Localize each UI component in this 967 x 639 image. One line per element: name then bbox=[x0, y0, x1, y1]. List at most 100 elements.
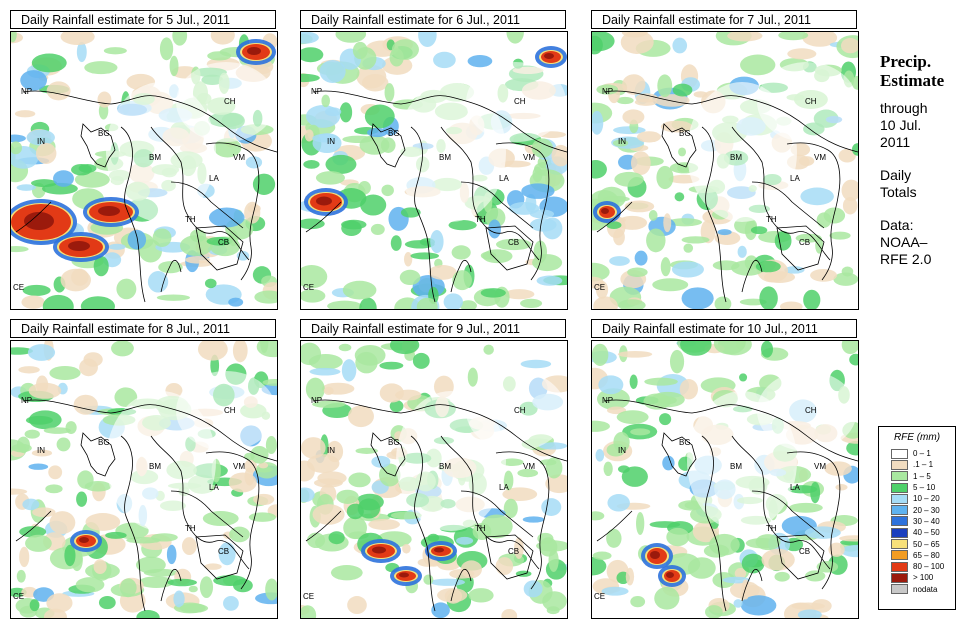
country-label: CH bbox=[514, 97, 526, 106]
legend-swatch bbox=[891, 505, 908, 516]
legend-swatch bbox=[891, 482, 908, 493]
country-label: IN bbox=[327, 446, 335, 455]
country-label: TH bbox=[185, 215, 196, 224]
totals-line2: Totals bbox=[880, 184, 917, 200]
through-text: through bbox=[880, 100, 928, 116]
rainfall-map: NP IN BG CH BM VM LA TH CB CE bbox=[300, 340, 568, 619]
legend-item: 30 – 40 bbox=[879, 516, 955, 527]
country-label: CH bbox=[224, 406, 236, 415]
country-label: NP bbox=[602, 87, 613, 96]
date-line1: 10 Jul. bbox=[880, 117, 922, 133]
panel-jul7: Daily Rainfall estimate for 7 Jul., 2011… bbox=[591, 10, 859, 310]
country-label: BG bbox=[98, 438, 110, 447]
legend-label: .1 – 1 bbox=[913, 460, 934, 470]
country-label: BM bbox=[149, 462, 161, 471]
country-label: NP bbox=[311, 87, 322, 96]
map-canvas: NP IN BG CH BM VM LA TH CB CE bbox=[301, 32, 567, 309]
panel-title: Daily Rainfall estimate for 5 Jul., 2011 bbox=[10, 10, 276, 29]
country-label: IN bbox=[618, 446, 626, 455]
country-label: LA bbox=[209, 483, 219, 492]
legend-item: 50 – 65 bbox=[879, 538, 955, 550]
country-label: TH bbox=[185, 524, 196, 533]
country-label: BG bbox=[388, 129, 400, 138]
legend-title: RFE (mm) bbox=[893, 432, 941, 443]
country-label: CB bbox=[508, 238, 519, 247]
legend-label: 30 – 40 bbox=[913, 516, 940, 526]
country-label: VM bbox=[523, 153, 535, 162]
panel-title: Daily Rainfall estimate for 6 Jul., 2011 bbox=[300, 10, 566, 29]
data-line2: NOAA– bbox=[880, 234, 928, 250]
country-label: CB bbox=[799, 547, 810, 556]
country-label: BM bbox=[730, 153, 742, 162]
country-label: BG bbox=[679, 129, 691, 138]
rainfall-map: NP IN BG CH BM VM LA TH CB CE bbox=[10, 340, 278, 619]
legend-label: 1 – 5 bbox=[913, 471, 931, 481]
country-label: CB bbox=[508, 547, 519, 556]
country-label: IN bbox=[327, 137, 335, 146]
panel-jul9: Daily Rainfall estimate for 9 Jul., 2011… bbox=[300, 319, 568, 619]
rainfall-map: NP IN BG CH BM VM LA TH CB CE bbox=[300, 31, 568, 310]
country-label: BM bbox=[149, 153, 161, 162]
country-label: VM bbox=[233, 462, 245, 471]
country-label: BM bbox=[439, 462, 451, 471]
legend-item: 65 – 80 bbox=[879, 550, 955, 561]
country-label: CE bbox=[594, 283, 605, 292]
country-label: BM bbox=[439, 153, 451, 162]
totals-line1: Daily bbox=[880, 167, 912, 183]
legend-swatch bbox=[891, 572, 908, 583]
country-label: CE bbox=[303, 592, 314, 601]
country-label: CE bbox=[13, 592, 24, 601]
country-label: LA bbox=[499, 483, 509, 492]
country-label: CH bbox=[224, 97, 236, 106]
country-label: VM bbox=[814, 153, 826, 162]
country-label: CH bbox=[514, 406, 526, 415]
panel-title: Daily Rainfall estimate for 10 Jul., 201… bbox=[591, 319, 857, 338]
country-label: TH bbox=[475, 215, 486, 224]
legend-label: 0 – 1 bbox=[913, 449, 931, 459]
panel-title: Daily Rainfall estimate for 8 Jul., 2011 bbox=[10, 319, 276, 338]
legend-swatch bbox=[891, 493, 908, 504]
legend-swatch bbox=[891, 584, 908, 595]
legend-item: 20 – 30 bbox=[879, 504, 955, 516]
country-label: TH bbox=[766, 215, 777, 224]
legend-label: 65 – 80 bbox=[913, 550, 940, 560]
legend-swatch bbox=[891, 471, 908, 482]
legend-item: 1 – 5 bbox=[879, 471, 955, 482]
country-label: BM bbox=[730, 462, 742, 471]
legend-swatch bbox=[891, 550, 908, 561]
map-canvas: NP IN BG CH BM VM LA TH CB CE bbox=[592, 341, 858, 618]
legend-item: 0 – 1 bbox=[879, 448, 955, 459]
country-label: LA bbox=[790, 483, 800, 492]
map-canvas: NP IN BG CH BM VM LA TH CB CE bbox=[592, 32, 858, 309]
legend-label: nodata bbox=[913, 584, 938, 594]
country-label: CH bbox=[805, 406, 817, 415]
country-label: NP bbox=[602, 396, 613, 405]
country-label: CE bbox=[303, 283, 314, 292]
country-label: TH bbox=[766, 524, 777, 533]
country-label: BG bbox=[98, 129, 110, 138]
rainfall-map: NP IN BG CH BM VM LA TH CB CE bbox=[591, 31, 859, 310]
country-label: NP bbox=[21, 87, 32, 96]
side-annotation: Precip. Estimate through 10 Jul. 2011 Da… bbox=[880, 52, 966, 268]
data-line1: Data: bbox=[880, 217, 914, 233]
date-line2: 2011 bbox=[880, 134, 911, 150]
rainfall-map: NP IN BG CH BM VM LA TH CB CE bbox=[591, 340, 859, 619]
legend-item: > 100 bbox=[879, 572, 955, 583]
legend-item: 10 – 20 bbox=[879, 493, 955, 504]
panel-jul8: Daily Rainfall estimate for 8 Jul., 2011… bbox=[10, 319, 278, 619]
legend-swatch bbox=[891, 448, 908, 459]
legend-label: 5 – 10 bbox=[913, 483, 936, 493]
country-label: NP bbox=[311, 396, 322, 405]
country-label: TH bbox=[475, 524, 486, 533]
legend-item: nodata bbox=[879, 584, 955, 595]
country-label: IN bbox=[37, 137, 45, 146]
legend-label: 20 – 30 bbox=[913, 505, 940, 515]
map-canvas: NP IN BG CH BM VM LA TH CB CE bbox=[11, 341, 277, 618]
panel-title: Daily Rainfall estimate for 7 Jul., 2011 bbox=[591, 10, 857, 29]
country-label: CB bbox=[218, 547, 229, 556]
country-label: CB bbox=[799, 238, 810, 247]
country-label: BG bbox=[679, 438, 691, 447]
map-canvas: NP IN BG CH BM VM LA TH CB CE bbox=[11, 32, 277, 309]
